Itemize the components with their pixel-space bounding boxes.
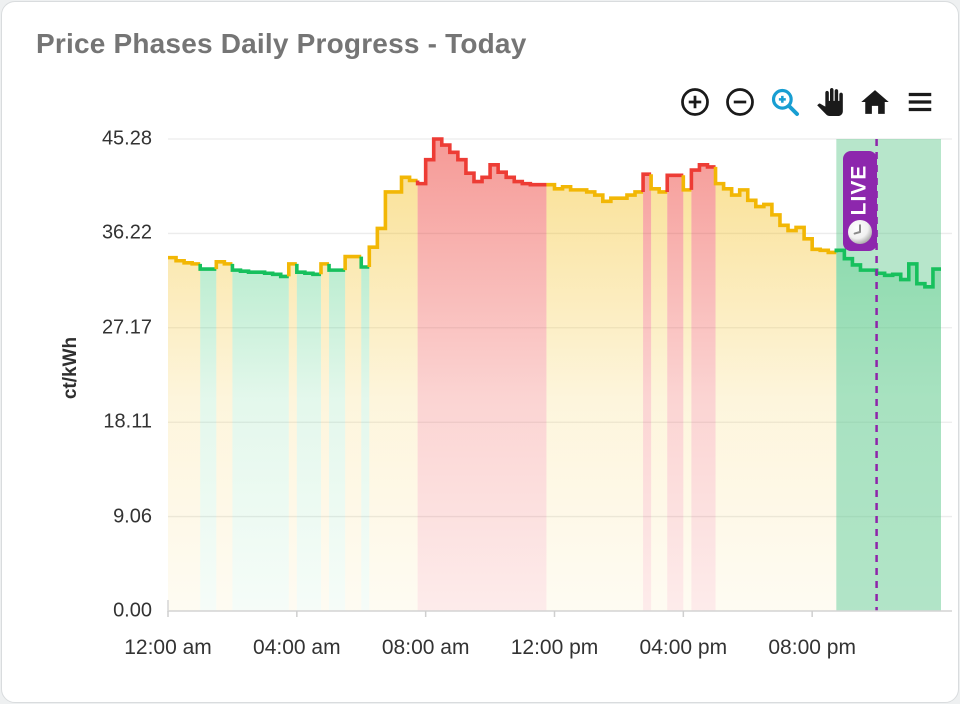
clock-icon [847, 220, 872, 244]
price-fill-band-medium-yellow [345, 256, 362, 611]
price-step-line-expensive-red [415, 137, 547, 187]
magnifier-plus-icon [771, 88, 799, 116]
x-tick-label: 12:00 pm [510, 636, 599, 659]
price-step-line-medium-yellow [546, 182, 644, 204]
hand-icon [817, 88, 843, 116]
x-tick-label: 08:00 pm [768, 636, 856, 659]
zoom-in-button[interactable] [679, 86, 711, 118]
price-step-line-cheap-green [295, 263, 321, 277]
price-step-line-medium-yellow [214, 259, 233, 270]
pan-mode-button[interactable] [814, 86, 846, 118]
price-step-line-cheap-green [834, 248, 941, 289]
y-tick-label: 18.11 [103, 410, 152, 433]
price-step-line-medium-yellow [319, 262, 330, 275]
price-fill-band-cheap-green [200, 269, 217, 611]
x-tick-label: 12:00 am [124, 636, 212, 659]
x-tick-label: 08:00 am [381, 636, 470, 659]
price-fill-band-medium-yellow [546, 184, 644, 612]
x-tick-label: 04:00 am [253, 636, 341, 659]
zoom-out-button[interactable] [724, 86, 756, 118]
price-step-line-cheap-green [198, 263, 217, 271]
price-fill-band-medium-yellow [216, 261, 233, 611]
y-tick-label: 0.00 [113, 599, 152, 622]
price-fill-band-medium-yellow [288, 263, 297, 611]
y-axis-title: ct/kWh [60, 336, 82, 400]
circle-minus-icon [726, 88, 754, 116]
price-fill-band-medium-yellow [369, 177, 418, 612]
home-icon [861, 90, 889, 114]
x-tick-label: 04:00 pm [639, 636, 728, 659]
live-badge-label: LIVE [847, 164, 871, 216]
price-fill-band-cheap-green [329, 270, 346, 611]
price-step-line-medium-yellow [286, 262, 297, 277]
price-fill-band-cheap-green [296, 272, 321, 611]
price-fill-band-medium-yellow [651, 188, 668, 612]
price-fill-band-cheap-green [361, 267, 370, 611]
price-fill-band-medium-yellow [715, 183, 837, 611]
reset-axes-button[interactable] [859, 86, 891, 118]
price-step-line-expensive-red [665, 173, 684, 192]
live-badge: LIVE [842, 151, 877, 251]
circle-plus-icon [681, 88, 709, 116]
price-fill-band-medium-yellow [320, 263, 330, 611]
price-step-line-medium-yellow [168, 255, 201, 266]
price-fill-band-expensive-red [691, 164, 716, 611]
price-step-line-medium-yellow [681, 175, 692, 192]
plot-modebar [679, 86, 936, 118]
price-step-line-cheap-green [359, 256, 370, 269]
price-step-line-medium-yellow [649, 174, 668, 194]
price-step-line-medium-yellow [367, 175, 418, 268]
menu-button[interactable] [904, 86, 936, 118]
price-step-line-expensive-red [689, 163, 716, 190]
hamburger-icon [908, 92, 932, 112]
price-fill-band-cheap-green [836, 250, 941, 612]
zoom-mode-button[interactable] [769, 86, 801, 118]
price-fill-band-expensive-red [643, 174, 652, 611]
price-step-line-medium-yellow [713, 166, 837, 255]
price-fill-band-cheap-green [232, 270, 289, 611]
y-tick-label: 36.22 [101, 221, 152, 244]
price-step-line-cheap-green [327, 263, 346, 272]
price-fill-band-expensive-red [667, 175, 684, 611]
page-title: Price Phases Daily Progress - Today [36, 28, 527, 59]
y-tick-label: 9.06 [113, 505, 152, 528]
price-fill-band-medium-yellow [168, 257, 201, 611]
y-tick-label: 45.28 [101, 127, 152, 150]
price-fill-band-medium-yellow [683, 189, 692, 611]
price-fill-band-expensive-red [417, 139, 547, 611]
price-step-line-medium-yellow [343, 254, 362, 271]
y-tick-label: 27.17 [101, 316, 152, 339]
price-step-line-expensive-red [641, 172, 652, 192]
price-step-line-cheap-green [230, 263, 289, 279]
